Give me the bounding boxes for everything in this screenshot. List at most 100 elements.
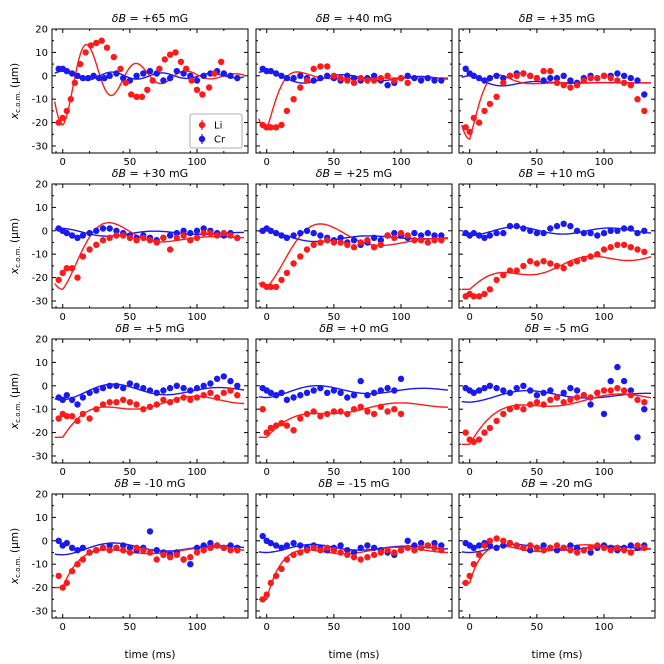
cr-point [290,539,297,547]
cr-point [95,74,103,82]
x-tick-label: 50 [530,467,543,478]
li-point [391,406,398,413]
li-point [553,394,561,401]
cr-point [614,70,621,77]
y-axis-label: xc.o.m. (μm) [9,218,22,275]
x-tick-label: 50 [327,622,340,633]
cr-point [267,389,274,396]
li-fit-line [461,393,652,445]
x-tick-label: 0 [467,312,473,323]
cr-point [486,232,494,239]
cr-fit-line [258,385,449,399]
cr-point [404,537,411,544]
li-point [133,93,140,101]
li-point [146,403,154,410]
li-point [272,572,280,580]
li-point [263,429,270,436]
x-tick-label: 0 [467,157,473,168]
li-point [330,547,338,554]
y-tick-label: 10 [35,48,48,59]
y-tick-label: 20 [35,25,48,36]
li-point [120,547,127,554]
axes-frame [255,338,453,464]
li-point [377,241,384,248]
li-point [324,544,331,551]
li-point [470,561,477,568]
cr-point [614,227,621,234]
li-point [370,551,378,558]
li-point [93,406,100,413]
cr-point [344,547,351,554]
li-point [187,237,194,244]
cr-point [567,542,574,549]
cr-point [553,547,561,554]
x-tick-label: 50 [123,312,136,323]
li-point [357,556,364,563]
li-point [303,77,311,84]
li-point [267,579,274,587]
li-point [317,239,324,246]
cr-point [303,227,311,234]
li-point [500,79,507,87]
li-point [297,84,304,91]
li-point [133,401,140,408]
cr-point [166,74,174,82]
cr-point [193,77,201,84]
cr-point [486,74,494,82]
li-point [397,547,405,554]
li-point [113,544,120,551]
plot-area [54,37,245,126]
cr-point [384,82,391,89]
cr-point [74,401,81,408]
li-point [290,96,297,103]
li-point [337,549,344,556]
li-point [587,74,594,82]
cr-point [540,229,547,237]
cr-point [63,229,70,237]
cr-point [200,225,207,232]
li-point [404,232,411,239]
panel-11: δB = -15 mG 0 50 100 [255,477,453,633]
panel-6: δB = +10 mG 0 50 100 [458,167,656,323]
panel-5: δB = +25 mG 0 50 100 [255,167,453,323]
cr-point [79,394,87,401]
y-tick-label: 20 [35,490,48,501]
li-point [364,237,371,244]
cr-point [560,389,567,396]
cr-point [272,542,280,549]
cr-point [481,234,488,241]
cr-point [106,382,113,389]
li-point [620,387,628,394]
li-point [93,39,100,47]
panel-title: δB = +30 mG [112,167,188,180]
li-point [317,413,324,420]
cr-point [500,387,507,394]
li-point [220,229,227,237]
li-point [540,67,547,75]
x-axis-label: time (ms) [532,649,583,661]
cr-point [567,222,574,230]
li-point [384,232,391,239]
cr-point [337,234,344,241]
cr-point [146,528,154,535]
cr-point [68,396,76,403]
panel-title-var: δB [519,167,533,180]
cr-point [146,387,154,394]
cr-point [600,410,608,418]
li-point [290,260,297,267]
li-point [357,74,364,82]
cr-point [438,232,445,239]
x-tick-label: 100 [187,622,206,633]
li-point [466,128,473,136]
panel-title-var: δB [115,322,129,335]
x-tick-label: 100 [187,467,206,478]
axes-frame [255,493,453,619]
cr-point [317,384,324,392]
li-point [567,260,574,267]
li-point [553,542,561,549]
cr-point [547,387,554,394]
li-point [424,542,431,549]
panel-title-var: δB [114,477,128,490]
cr-point [63,392,70,399]
cr-point [86,229,93,237]
